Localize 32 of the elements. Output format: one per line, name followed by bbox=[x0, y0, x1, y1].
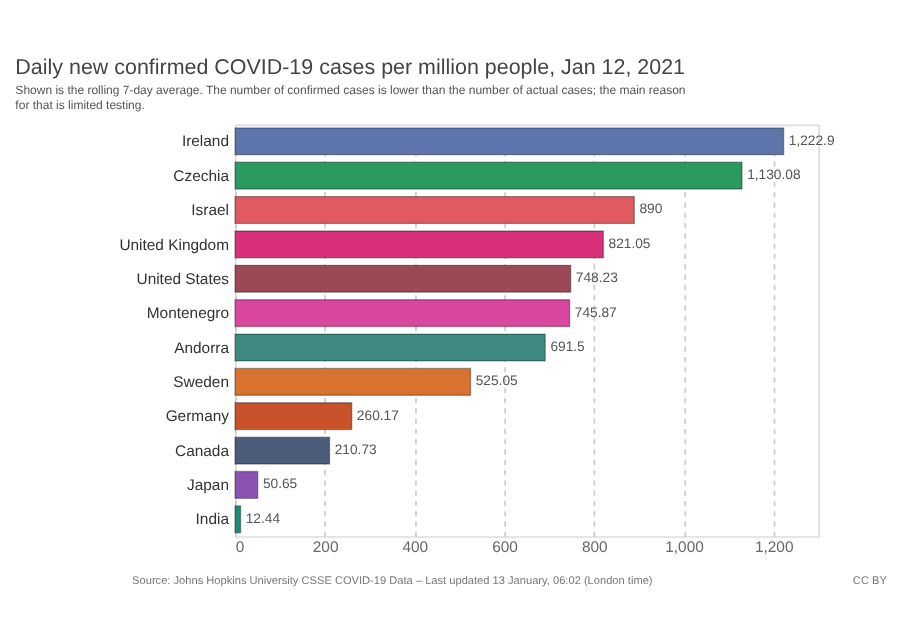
y-tick-label: India bbox=[195, 510, 231, 529]
x-tick-label: 1,000 bbox=[665, 538, 704, 557]
bar bbox=[234, 195, 635, 225]
x-tick-label: 200 bbox=[312, 538, 339, 557]
y-tick-label: Montenegro bbox=[146, 304, 229, 323]
y-tick-label: Ireland bbox=[181, 132, 229, 151]
y-tick-label: Czechia bbox=[173, 166, 231, 185]
bar bbox=[234, 367, 472, 396]
bar bbox=[234, 230, 605, 259]
x-tick-label: 1,200 bbox=[754, 538, 794, 557]
bar bbox=[234, 470, 259, 500]
bar bbox=[234, 299, 571, 328]
y-tick-label: Germany bbox=[165, 407, 230, 426]
chart-title: Daily new confirmed COVID-19 cases per million people, Jan 12, 2021 bbox=[15, 55, 686, 80]
bar bbox=[234, 127, 785, 156]
y-tick-label: Andorra bbox=[174, 338, 231, 357]
y-tick-label: Israel bbox=[191, 201, 230, 220]
y-tick-label: Japan bbox=[187, 476, 229, 495]
bar bbox=[234, 436, 331, 465]
bar bbox=[234, 402, 353, 431]
x-tick-label: 0 bbox=[235, 538, 245, 557]
y-tick-label: United States bbox=[136, 269, 230, 288]
bar bbox=[234, 264, 572, 293]
bar bbox=[234, 505, 242, 534]
y-tick-label: Sweden bbox=[173, 372, 229, 391]
x-tick-label: 600 bbox=[492, 538, 518, 557]
x-tick-label: 400 bbox=[402, 538, 429, 557]
bar bbox=[234, 161, 743, 190]
y-tick-label: United Kingdom bbox=[119, 235, 229, 254]
x-tick-label: 800 bbox=[581, 538, 608, 557]
bar bbox=[234, 333, 546, 362]
y-tick-label: Canada bbox=[175, 441, 231, 460]
